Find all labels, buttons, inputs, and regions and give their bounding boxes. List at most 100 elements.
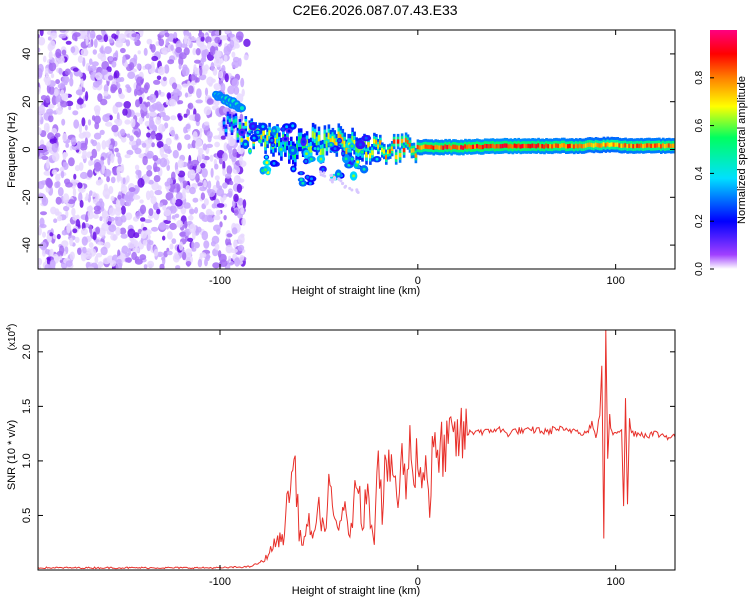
noise-speckle [166,164,170,171]
noise-speckle [46,125,50,134]
noise-speckle [104,241,111,249]
noise-speckle [217,250,222,258]
noise-speckle [146,150,154,159]
signal-blob [329,143,333,147]
noise-speckle [119,227,127,235]
noise-speckle [229,180,234,186]
noise-speckle [81,236,88,246]
signal-cell [509,143,513,149]
noise-speckle [95,226,101,235]
signal-cell [572,144,576,149]
noise-speckle [206,76,214,86]
noise-speckle [78,123,82,134]
noise-speckle [233,43,240,49]
snr-axes: -100 0 100 0.5 1.0 1.5 2.0 [21,330,675,588]
signal-cell [385,155,388,160]
noise-speckle [100,98,108,106]
signal-cell [665,143,669,148]
signal-cell [278,140,281,148]
signal-cell [351,135,354,143]
signal-cell [416,144,420,150]
noise-speckle [214,30,222,36]
signal-blob [264,155,268,159]
spectrogram-axes: -100 0 100 -40 -20 0 20 40 [21,30,675,287]
noise-speckle [126,86,132,93]
noise-speckle [92,198,98,204]
signal-blob [313,147,317,150]
noise-speckle [178,241,184,251]
noise-speckle [187,102,194,110]
signal-blob [339,179,343,183]
signal-cell [628,143,631,148]
noise-speckle [198,32,205,38]
noise-speckle [106,66,112,73]
colorbar-ticks: 0.0 0.2 0.4 0.6 0.8 [694,70,714,276]
snr-y-label: SNR (10 * v/v) [6,420,18,490]
signal-cell [652,143,655,148]
noise-speckle [60,100,68,108]
noise-speckle [214,243,220,251]
snr-x-tick-label: 0 [415,576,421,588]
signal-cell [656,143,659,148]
noise-speckle [151,142,155,148]
noise-speckle [207,180,212,190]
signal-cell [315,140,319,148]
signal-cell [230,126,234,131]
noise-speckle [38,86,41,95]
noise-speckle [65,182,73,188]
signal-cell [529,144,532,149]
signal-cell [422,144,426,149]
noise-speckle [95,179,103,186]
signal-blob [279,147,283,151]
noise-speckle [135,82,142,92]
signal-cell [274,137,277,145]
noise-speckle [38,127,42,135]
noise-speckle [49,138,57,144]
noise-speckle [214,57,222,68]
noise-speckle [223,194,227,201]
noise-speckle [139,254,147,261]
noise-speckle [46,159,50,169]
noise-speckle [146,170,153,177]
signal-cell [481,144,485,150]
noise-speckle [235,31,244,41]
noise-speckle [110,195,115,202]
noise-speckle [118,33,126,43]
noise-speckle [137,177,145,188]
signal-cell [557,143,560,148]
noise-speckle [189,208,195,215]
noise-speckle [219,130,225,136]
signal-cell [458,145,461,150]
noise-speckle [133,54,138,63]
noise-speckle [148,139,153,144]
noise-speckle [159,263,165,269]
noise-speckle [73,71,80,76]
noise-speckle [73,173,77,180]
signal-cell [543,144,546,149]
colorbar-tick-label: 0.0 [694,262,705,276]
noise-speckle [61,118,66,126]
noise-speckle [201,230,209,241]
noise-speckle [237,213,244,219]
noise-speckle [77,55,84,63]
noise-speckle [148,240,154,246]
noise-speckle [65,30,69,34]
signal-cell [260,135,263,140]
noise-speckle [192,197,199,203]
signal-cell [580,144,584,149]
noise-speckle [170,115,177,121]
noise-speckle [102,188,111,199]
signal-blob [309,157,313,161]
noise-speckle [222,160,226,171]
noise-speckle [116,173,121,183]
noise-speckle [174,199,183,207]
noise-speckle [240,77,245,88]
noise-speckle [120,233,128,239]
noise-speckle [76,214,80,221]
noise-speckle [123,101,131,109]
noise-speckle [72,32,81,38]
spectrogram-x-tick-label: 100 [606,275,624,287]
noise-speckle [232,199,236,209]
signal-cell [331,136,335,143]
signal-cell [440,145,443,150]
